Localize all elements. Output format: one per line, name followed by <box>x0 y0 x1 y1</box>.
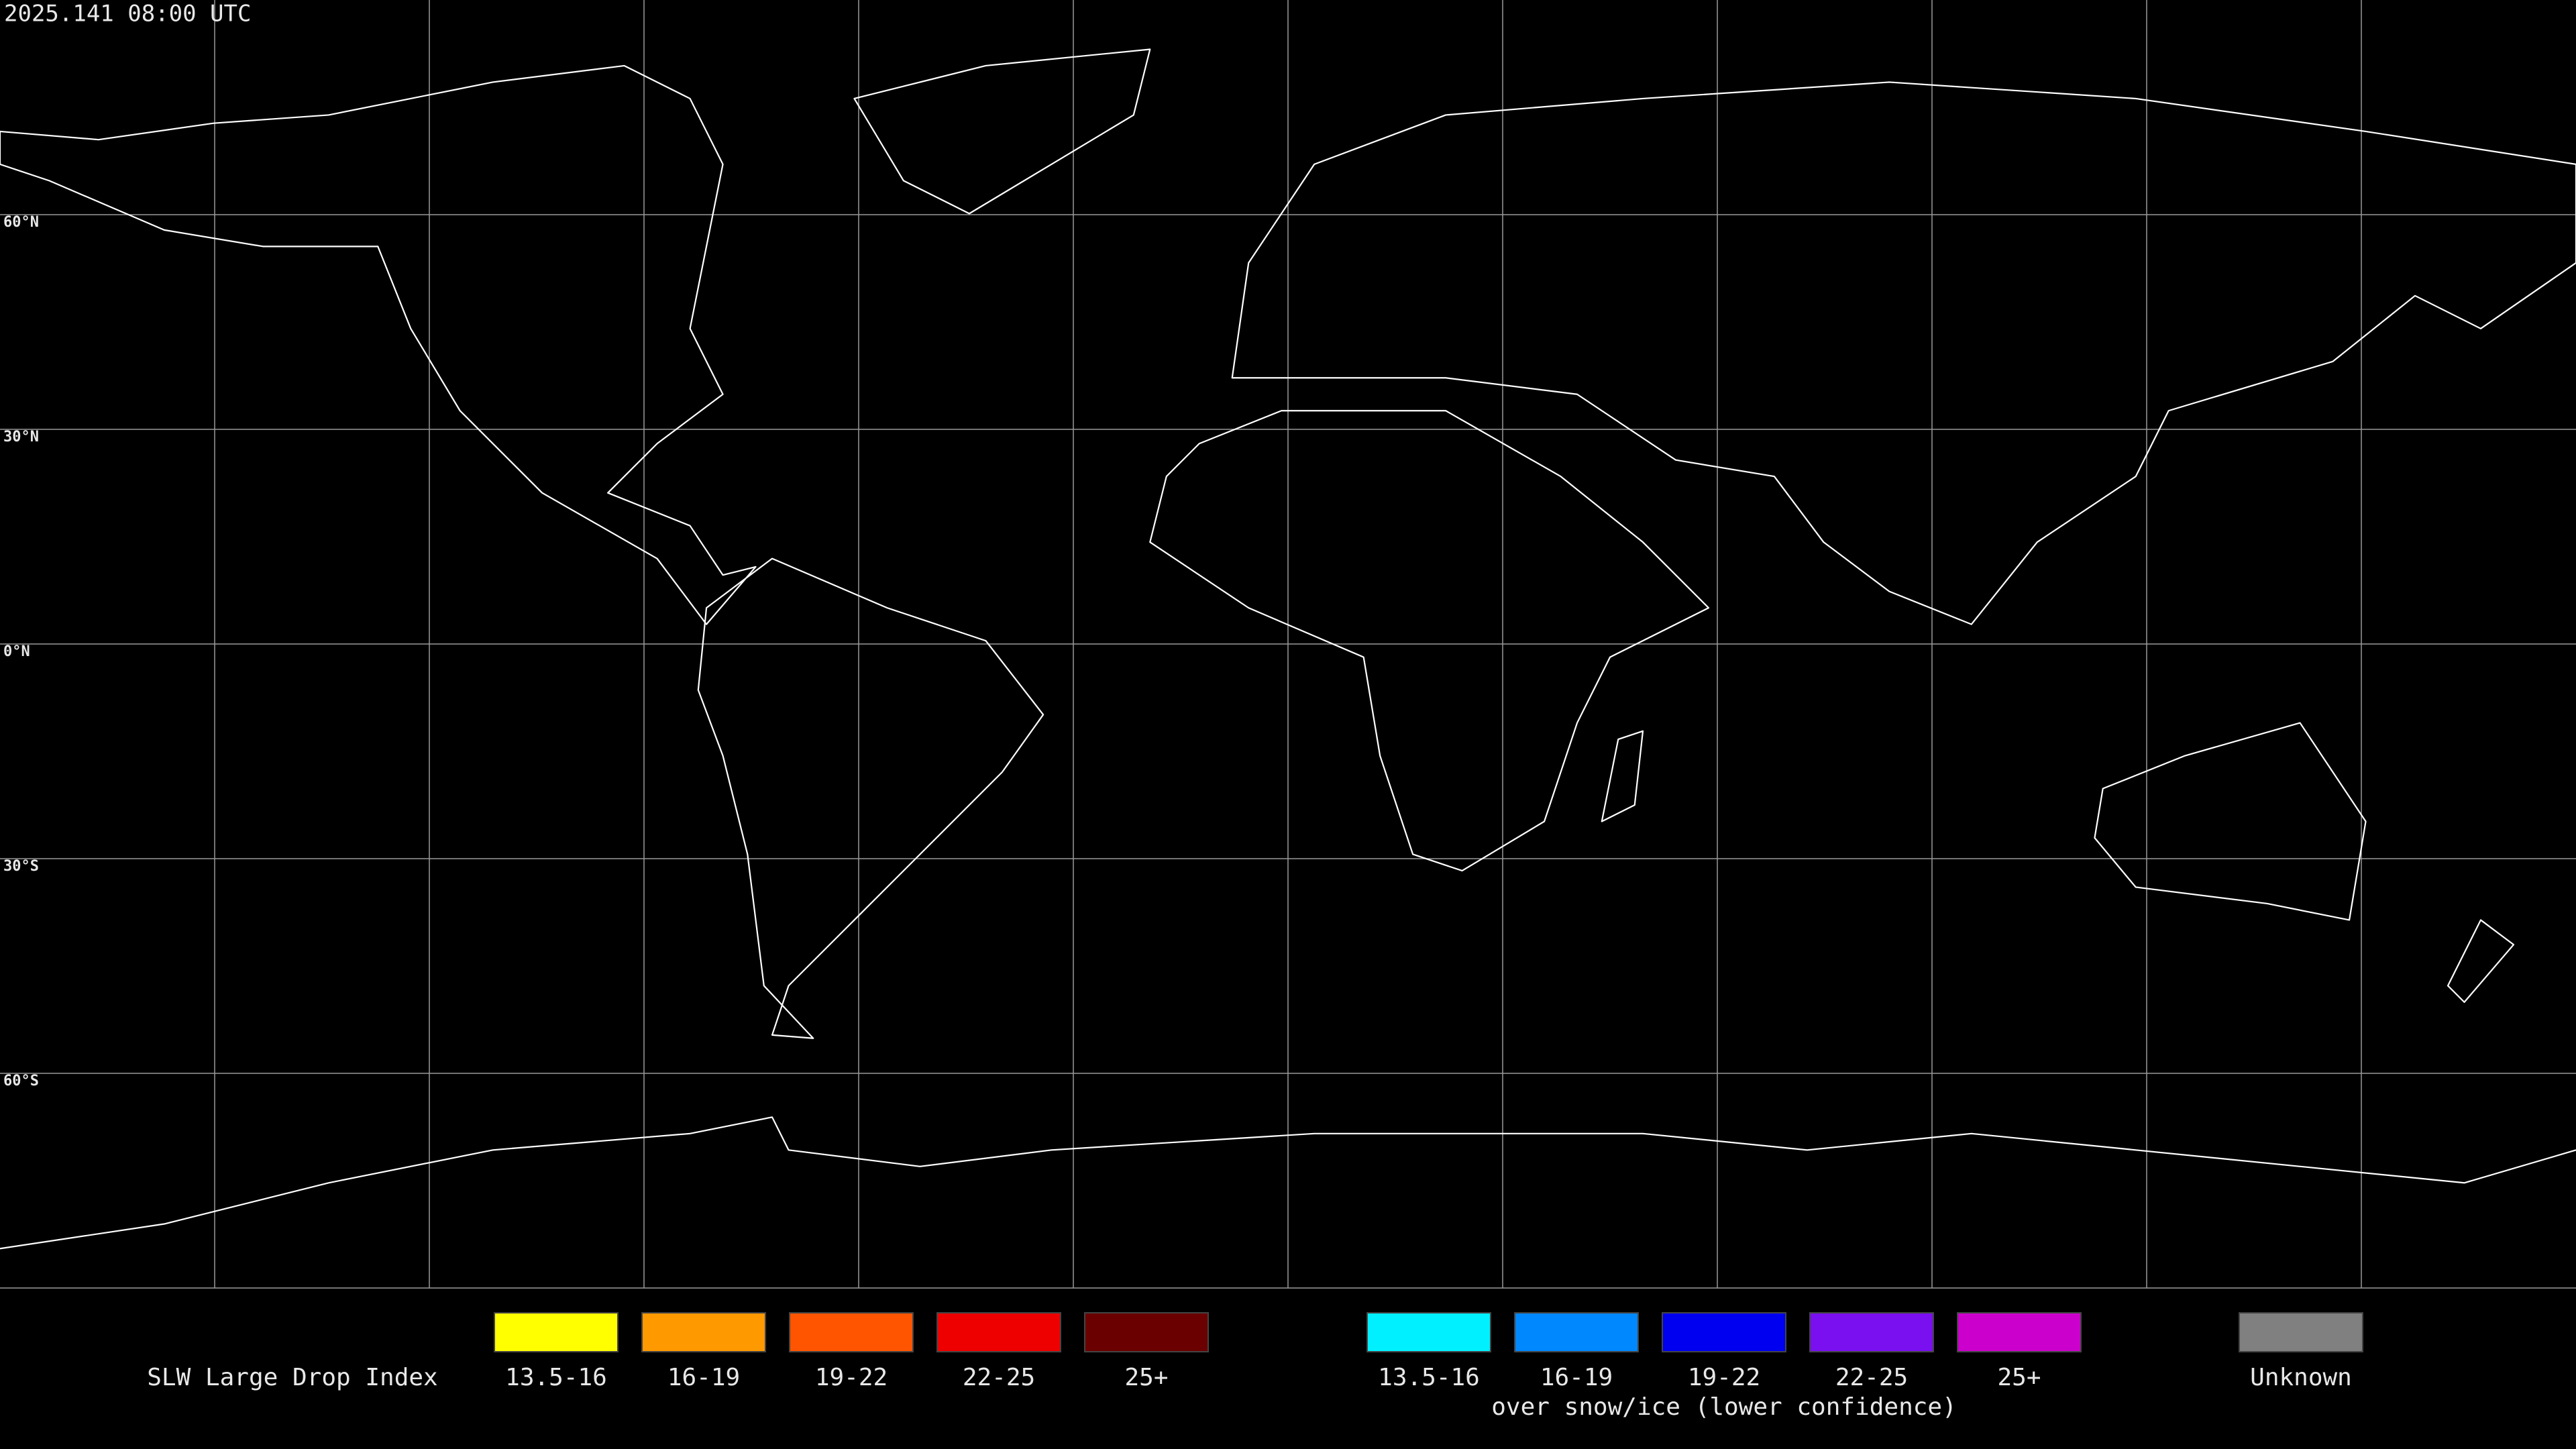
legend-label: 13.5-16 <box>1378 1364 1480 1391</box>
legend-swatch <box>789 1312 914 1352</box>
legend-swatch <box>1366 1312 1491 1352</box>
new-zealand <box>2448 920 2514 1002</box>
legend-caption: over snow/ice (lower confidence) <box>1491 1393 1957 1421</box>
legend-swatch <box>494 1312 619 1352</box>
timestamp: 2025.141 08:00 UTC <box>4 1 251 28</box>
legend-label: 13.5-16 <box>505 1364 607 1391</box>
legend-label: 25+ <box>1124 1364 1168 1391</box>
antarctica <box>0 1117 2576 1248</box>
coastlines <box>0 49 2576 1248</box>
latitude-label: 30°N <box>3 429 39 445</box>
legend: 13.5-16 16-19 19-22 22-25 25+ 13.5-16 16-19 19-… <box>494 1312 2363 1421</box>
legend-swatch <box>1809 1312 1934 1352</box>
legend-label: 25+ <box>1997 1364 2041 1391</box>
latitude-label: 30°S <box>3 858 39 875</box>
madagascar <box>1602 731 1643 822</box>
legend-swatch <box>936 1312 1061 1352</box>
africa <box>1150 411 1709 871</box>
legend-swatch <box>641 1312 766 1352</box>
legend-label: 16-19 <box>667 1364 740 1391</box>
graticule <box>0 0 2576 1289</box>
latitude-label: 0°N <box>3 643 30 660</box>
legend-swatch <box>1662 1312 1786 1352</box>
eurasia <box>1232 82 2576 624</box>
south-america <box>698 559 1043 1038</box>
north-america <box>0 66 756 625</box>
legend-label: 22-25 <box>1835 1364 1908 1391</box>
legend-swatch <box>2239 1312 2363 1352</box>
legend-title: SLW Large Drop Index <box>147 1364 437 1391</box>
legend-swatch <box>1084 1312 1209 1352</box>
legend-swatch <box>1514 1312 1639 1352</box>
legend-label: Unknown <box>2250 1364 2352 1391</box>
legend-label: 19-22 <box>815 1364 888 1391</box>
latitude-labels: 60°N 30°N 0°N 30°S 60°S <box>3 214 39 1089</box>
latitude-label: 60°S <box>3 1073 39 1089</box>
legend-swatch <box>1957 1312 2082 1352</box>
legend-label: 16-19 <box>1540 1364 1613 1391</box>
latitude-label: 60°N <box>3 214 39 231</box>
australia <box>2094 723 2365 920</box>
legend-label: 22-25 <box>963 1364 1035 1391</box>
greenland <box>854 49 1150 213</box>
legend-label: 19-22 <box>1688 1364 1760 1391</box>
